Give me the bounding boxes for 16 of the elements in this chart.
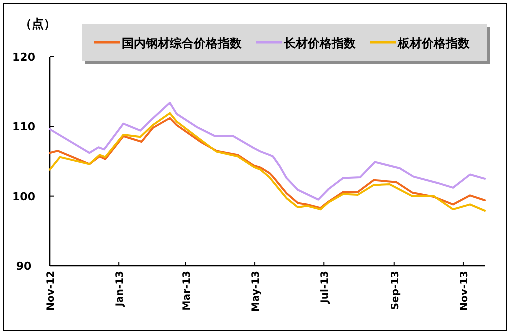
- legend-label: 长材价格指数: [283, 36, 357, 50]
- y-tick-label: 120: [12, 51, 36, 64]
- y-tick-label: 90: [16, 260, 32, 273]
- x-tick-label: Sep-13: [390, 270, 402, 310]
- legend-label: 国内钢材综合价格指数: [122, 36, 243, 50]
- line-series: [49, 102, 486, 201]
- y-tick-label: 110: [12, 120, 36, 134]
- x-tick-label: Jan-13: [115, 270, 126, 308]
- legend-label: 板材价格指数: [397, 36, 471, 50]
- x-tick-label: Nov-13: [459, 270, 470, 311]
- x-tick-label: Nov-12: [46, 270, 57, 311]
- x-tick-label: Jul-13: [320, 270, 332, 304]
- x-tick-label: May-13: [251, 270, 262, 312]
- y-tick-label: 100: [12, 190, 36, 204]
- x-tick-label: Mar-13: [182, 270, 193, 311]
- y-axis-title: （点）: [20, 17, 56, 31]
